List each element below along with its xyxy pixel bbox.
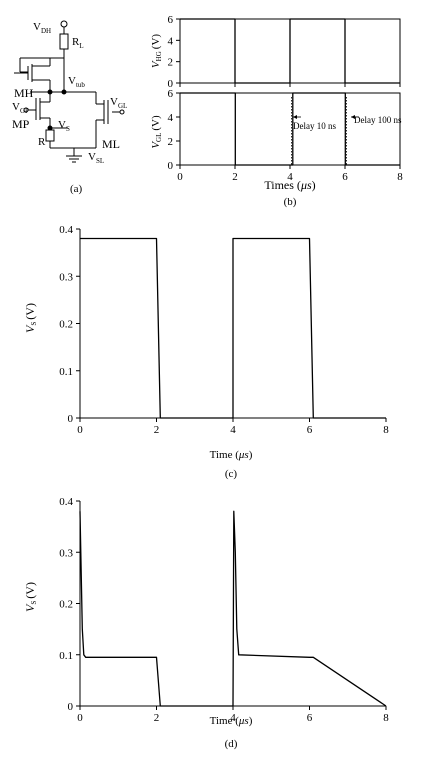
vdh-terminal xyxy=(60,20,68,28)
y-tick-label: 0.4 xyxy=(59,496,73,508)
plot-b-bottom: 0 2 4 6 0 2 4 6 8 xyxy=(168,88,404,183)
label-mh: MH xyxy=(14,86,34,100)
x-tick-label: 0 xyxy=(77,712,83,724)
caption-a: (a) xyxy=(70,183,83,195)
series-line xyxy=(79,510,387,707)
y-tick-label: 2 xyxy=(168,136,174,148)
caption-d: (d) xyxy=(225,738,238,750)
y-tick-label: 0.1 xyxy=(59,650,73,662)
x-tick-label: 6 xyxy=(342,171,348,183)
y-tick-label: 0 xyxy=(168,78,174,90)
x-tick-label: 4 xyxy=(287,171,293,183)
ylabel-c: VS(V) xyxy=(23,303,38,333)
annotation-delay-10: Delay 10 ns xyxy=(293,121,336,131)
x-tick-label: 2 xyxy=(232,171,238,183)
y-tick-label: 2 xyxy=(168,57,174,69)
arrow-delay-100 xyxy=(351,115,355,119)
x-tick-label: 2 xyxy=(154,712,160,724)
label-vgl: VGL xyxy=(110,96,127,110)
x-tick-label: 8 xyxy=(397,171,403,183)
panel-b-labels: VHG(V) VGL(V) Times (μs) (b) Delay 10 ns… xyxy=(150,34,402,208)
y-tick-label: 0.1 xyxy=(59,366,73,378)
label-mp: MP xyxy=(12,117,30,131)
rl-resistor xyxy=(59,33,69,50)
label-rl: RL xyxy=(72,36,84,50)
r-resistor xyxy=(45,129,55,142)
x-tick-label: 0 xyxy=(77,424,83,436)
series-line xyxy=(180,18,400,84)
y-tick-label: 0.2 xyxy=(59,599,73,611)
x-tick-label: 6 xyxy=(307,712,313,724)
x-tick-label: 8 xyxy=(383,712,389,724)
label-vtub: Vtub xyxy=(68,75,85,89)
x-tick-label: 4 xyxy=(230,712,236,724)
y-tick-label: 6 xyxy=(168,14,174,26)
mp-transistor xyxy=(23,92,51,128)
panel-c-labels: VS(V) Time (μs) (c) xyxy=(23,303,253,480)
series-line xyxy=(80,237,386,419)
xlabel-c: Time (μs) xyxy=(210,449,253,461)
x-tick-label: 8 xyxy=(383,424,389,436)
circuit-labels: VDH RL Vtub MH VGL VGP MP VS R ML VSL (a… xyxy=(12,21,127,195)
ylabel-b-top: VHG(V) xyxy=(150,34,163,68)
x-tick-label: 2 xyxy=(154,424,160,436)
xlabel-b: Times (μs) xyxy=(264,178,315,192)
plot-d: 0 0.1 0.2 0.3 0.4 0 2 4 6 8 xyxy=(59,496,389,724)
caption-b: (b) xyxy=(284,196,297,208)
y-tick-label: 0 xyxy=(68,413,74,425)
panel-d-labels: VS(V) Time (μs) (d) xyxy=(23,582,253,750)
circuit-schematic xyxy=(14,20,125,163)
xlabel-d: Time (μs) xyxy=(210,715,253,727)
y-tick-label: 4 xyxy=(168,112,174,124)
ml-transistor xyxy=(80,91,125,140)
annotation-delay-100: Delay 100 ns xyxy=(354,115,402,125)
y-tick-label: 0.3 xyxy=(59,271,73,283)
ylabel-b-bottom: VGL(V) xyxy=(150,115,163,149)
plot-b-top: 0 2 4 6 xyxy=(168,14,401,90)
y-tick-label: 0.2 xyxy=(59,319,73,331)
label-vgp: VGP xyxy=(12,101,29,115)
label-ml: ML xyxy=(102,137,120,151)
caption-c: (c) xyxy=(225,468,238,480)
x-tick-label: 0 xyxy=(177,171,183,183)
plot-frame xyxy=(179,92,401,166)
y-tick-label: 0.4 xyxy=(59,224,73,236)
y-tick-label: 0.3 xyxy=(59,547,73,559)
label-vs: VS xyxy=(58,119,70,133)
series-line xyxy=(180,92,400,166)
plot-c: 0 0.1 0.2 0.3 0.4 0 2 4 6 8 xyxy=(59,224,389,436)
x-tick-label: 6 xyxy=(307,424,313,436)
y-tick-label: 0 xyxy=(68,701,74,713)
ylabel-d: VS(V) xyxy=(23,582,38,612)
y-tick-label: 4 xyxy=(168,35,174,47)
y-tick-label: 6 xyxy=(168,88,174,100)
y-tick-label: 0 xyxy=(168,160,174,172)
arrow-delay-10 xyxy=(293,115,297,119)
label-vsl: VSL xyxy=(88,151,104,165)
label-vdh: VDH xyxy=(33,21,51,35)
ground-symbol xyxy=(66,155,82,163)
x-tick-label: 4 xyxy=(230,424,236,436)
label-r: R xyxy=(38,136,46,148)
